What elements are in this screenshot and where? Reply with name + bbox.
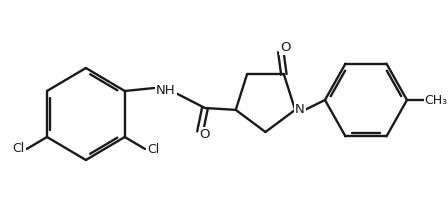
Text: Cl: Cl (13, 143, 25, 155)
Text: CH₃: CH₃ (425, 93, 448, 107)
Text: Cl: Cl (147, 143, 159, 155)
Text: N: N (295, 103, 305, 116)
Text: O: O (200, 129, 210, 141)
Text: NH: NH (156, 85, 176, 97)
Text: O: O (280, 41, 291, 54)
